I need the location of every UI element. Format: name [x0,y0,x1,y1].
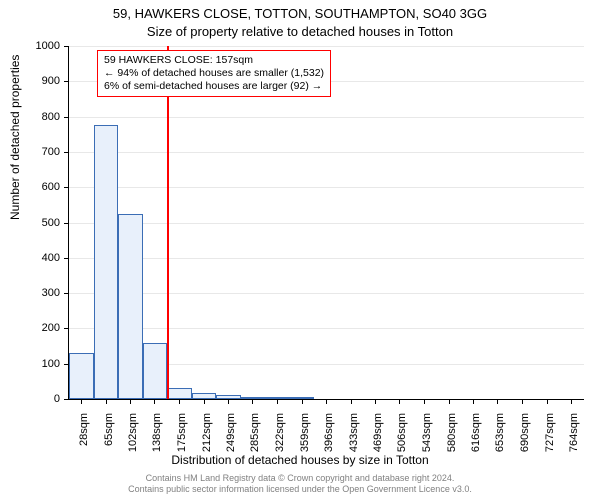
annotation-box: 59 HAWKERS CLOSE: 157sqm← 94% of detache… [97,50,331,97]
y-tick-mark [64,223,69,224]
gridline [69,117,584,118]
x-tick-label: 359sqm [299,413,311,473]
x-tick-mark [497,399,498,404]
histogram-bar [69,353,94,399]
y-tick-label: 100 [4,358,60,370]
x-tick-label: 690sqm [519,413,531,473]
y-tick-label: 800 [4,111,60,123]
x-tick-label: 396sqm [323,413,335,473]
y-tick-label: 600 [4,181,60,193]
reference-line [167,46,169,399]
chart-footer: Contains HM Land Registry data © Crown c… [0,473,600,496]
y-tick-mark [64,258,69,259]
x-tick-mark [326,399,327,404]
x-tick-label: 727sqm [544,413,556,473]
x-tick-label: 249sqm [225,413,237,473]
x-tick-mark [449,399,450,404]
x-tick-mark [277,399,278,404]
footer-line1: Contains HM Land Registry data © Crown c… [0,473,600,484]
x-tick-label: 580sqm [446,413,458,473]
y-tick-label: 0 [4,393,60,405]
footer-line2: Contains public sector information licen… [0,484,600,495]
plot-area: 59 HAWKERS CLOSE: 157sqm← 94% of detache… [68,46,584,400]
y-tick-mark [64,152,69,153]
x-tick-mark [424,399,425,404]
x-tick-mark [154,399,155,404]
x-tick-mark [547,399,548,404]
x-tick-mark [204,399,205,404]
x-tick-mark [228,399,229,404]
y-tick-label: 400 [4,252,60,264]
x-tick-mark [571,399,572,404]
y-tick-label: 900 [4,75,60,87]
x-tick-label: 616sqm [470,413,482,473]
gridline [69,293,584,294]
y-tick-mark [64,328,69,329]
x-tick-label: 212sqm [201,413,213,473]
y-tick-mark [64,399,69,400]
y-tick-label: 200 [4,322,60,334]
x-tick-label: 65sqm [103,413,115,473]
y-tick-mark [64,117,69,118]
x-tick-label: 285sqm [249,413,261,473]
chart-title-line1: 59, HAWKERS CLOSE, TOTTON, SOUTHAMPTON, … [0,6,600,21]
y-tick-mark [64,46,69,47]
y-tick-mark [64,81,69,82]
x-tick-label: 764sqm [568,413,580,473]
chart-title-line2: Size of property relative to detached ho… [0,24,600,39]
x-tick-label: 506sqm [396,413,408,473]
x-tick-mark [522,399,523,404]
x-tick-mark [179,399,180,404]
x-tick-mark [399,399,400,404]
x-tick-mark [473,399,474,404]
annotation-line1: 59 HAWKERS CLOSE: 157sqm [104,54,324,67]
x-tick-label: 653sqm [494,413,506,473]
x-tick-mark [106,399,107,404]
annotation-line2: ← 94% of detached houses are smaller (1,… [104,67,324,80]
gridline [69,152,584,153]
x-tick-label: 102sqm [127,413,139,473]
y-tick-label: 500 [4,217,60,229]
x-tick-label: 138sqm [151,413,163,473]
gridline [69,258,584,259]
x-tick-label: 433sqm [348,413,360,473]
x-tick-mark [81,399,82,404]
x-tick-label: 469sqm [372,413,384,473]
y-tick-label: 700 [4,146,60,158]
x-tick-label: 543sqm [421,413,433,473]
x-tick-mark [252,399,253,404]
x-tick-label: 175sqm [176,413,188,473]
x-tick-label: 28sqm [78,413,90,473]
histogram-bar [118,214,143,399]
y-tick-label: 1000 [4,40,60,52]
annotation-line3: 6% of semi-detached houses are larger (9… [104,80,324,93]
x-tick-mark [302,399,303,404]
x-tick-label: 322sqm [274,413,286,473]
y-tick-label: 300 [4,287,60,299]
x-tick-mark [375,399,376,404]
x-tick-mark [351,399,352,404]
gridline [69,223,584,224]
gridline [69,46,584,47]
gridline [69,328,584,329]
gridline [69,187,584,188]
histogram-bar [143,343,168,399]
x-tick-mark [130,399,131,404]
y-tick-mark [64,293,69,294]
histogram-bar [167,388,192,399]
y-tick-mark [64,187,69,188]
histogram-bar [94,125,119,399]
